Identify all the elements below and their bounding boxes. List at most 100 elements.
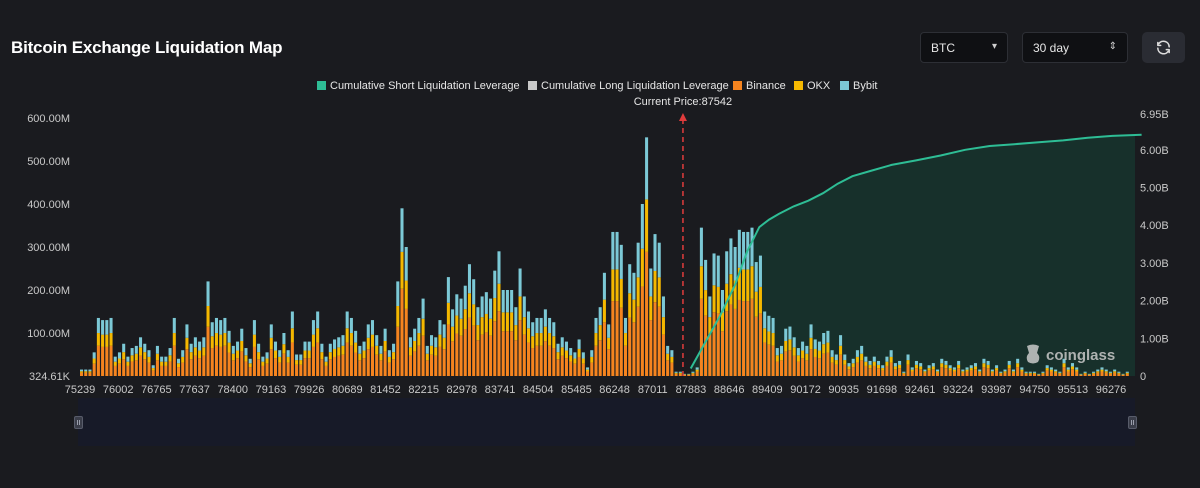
bar-binance	[687, 374, 691, 376]
bar-binance	[282, 353, 286, 376]
bar-bybit	[564, 341, 568, 351]
y-right-tick-label: 6.95B	[1140, 109, 1169, 121]
bar-okx	[872, 361, 876, 366]
bar-bybit	[742, 231, 746, 270]
x-tick-label: 90172	[790, 384, 821, 396]
bar-okx	[548, 333, 552, 346]
legend-item-okx[interactable]: OKX	[794, 80, 830, 92]
bar-bybit	[737, 229, 741, 268]
bar-okx	[737, 267, 741, 300]
bar-bybit	[189, 343, 193, 353]
bar-binance	[160, 365, 164, 376]
bar-okx	[666, 353, 670, 361]
bar-okx	[168, 355, 172, 362]
bar-bybit	[826, 330, 830, 343]
bar-bybit	[514, 307, 518, 326]
bar-okx	[198, 350, 202, 359]
bar-bybit	[109, 317, 113, 334]
bar-bybit	[805, 345, 809, 354]
bar-binance	[666, 360, 670, 376]
bar-okx	[767, 331, 771, 345]
bar-binance	[855, 362, 859, 376]
bar-okx	[750, 266, 754, 299]
y-left-tick-label: 324.61K	[29, 371, 71, 383]
bar-binance	[729, 304, 733, 376]
bar-okx	[126, 361, 130, 366]
bar-binance	[345, 342, 349, 376]
bar-okx	[1054, 371, 1058, 373]
symbol-select[interactable]: BTC ▾	[920, 32, 1008, 63]
legend-item-long[interactable]: Cumulative Long Liquidation Leverage	[528, 80, 729, 92]
legend-label: Binance	[746, 80, 786, 92]
refresh-button[interactable]	[1142, 32, 1185, 63]
bar-okx	[661, 317, 665, 335]
bar-bybit	[240, 328, 244, 341]
bar-okx	[940, 363, 944, 368]
bar-okx	[172, 333, 176, 346]
scroller-left-handle[interactable]	[74, 416, 83, 429]
bar-binance	[227, 352, 231, 376]
bar-bybit	[1079, 373, 1083, 375]
bar-bybit	[999, 371, 1003, 373]
bar-bybit	[227, 330, 231, 343]
bar-binance	[324, 365, 328, 376]
bar-okx	[860, 353, 864, 361]
bar-bybit	[535, 317, 539, 334]
legend-item-binance[interactable]: Binance	[733, 80, 786, 92]
bar-okx	[375, 345, 379, 355]
bar-okx	[413, 341, 417, 352]
range-scroller[interactable]	[78, 398, 1135, 446]
bar-okx	[653, 270, 657, 303]
bar-okx	[792, 347, 796, 356]
bar-bybit	[320, 343, 324, 353]
bar-okx	[1108, 372, 1112, 374]
bar-bybit	[80, 369, 84, 372]
bar-binance	[990, 372, 994, 376]
bar-bybit	[1045, 365, 1049, 369]
bar-bybit	[172, 317, 176, 334]
bar-bybit	[657, 242, 661, 278]
bar-okx	[493, 298, 497, 322]
bar-bybit	[1049, 367, 1053, 370]
bar-okx	[906, 360, 910, 365]
bar-binance	[1070, 369, 1074, 376]
bar-binance	[480, 334, 484, 376]
bar-binance	[936, 372, 940, 376]
bar-bybit	[1087, 373, 1091, 375]
bar-binance	[176, 367, 181, 376]
bar-binance	[1041, 373, 1045, 376]
bar-okx	[881, 368, 885, 371]
bar-bybit	[392, 343, 396, 353]
legend-item-bybit[interactable]: Bybit	[840, 80, 877, 92]
bar-okx	[649, 296, 653, 321]
bar-binance	[1117, 373, 1121, 376]
bar-bybit	[965, 367, 969, 370]
bar-binance	[497, 311, 501, 376]
bar-okx	[805, 353, 809, 361]
bar-binance	[661, 334, 665, 376]
bar-binance	[889, 362, 893, 376]
y-right-tick-label: 2.00B	[1140, 296, 1169, 308]
bar-bybit	[931, 363, 935, 367]
legend-item-short[interactable]: Cumulative Short Liquidation Leverage	[317, 80, 520, 92]
bar-binance	[463, 329, 467, 376]
bar-binance	[286, 362, 290, 376]
bar-okx	[295, 360, 299, 365]
short-cumulative-area	[690, 134, 1142, 376]
x-tick-label: 79163	[256, 384, 287, 396]
bar-bybit	[248, 358, 252, 364]
bar-bybit	[210, 322, 214, 337]
bar-bybit	[316, 311, 320, 329]
refresh-icon	[1157, 40, 1170, 55]
bar-binance	[826, 352, 830, 376]
bar-okx	[623, 333, 628, 346]
legend-swatch	[317, 81, 326, 90]
bar-bybit	[919, 363, 923, 367]
scroller-right-handle[interactable]	[1128, 416, 1137, 429]
bar-bybit	[400, 208, 404, 252]
period-select[interactable]: 30 day ⇕	[1022, 32, 1128, 63]
bar-binance	[1113, 372, 1117, 376]
bar-bybit	[497, 251, 501, 284]
bar-okx	[775, 355, 779, 362]
bar-bybit	[168, 348, 172, 356]
